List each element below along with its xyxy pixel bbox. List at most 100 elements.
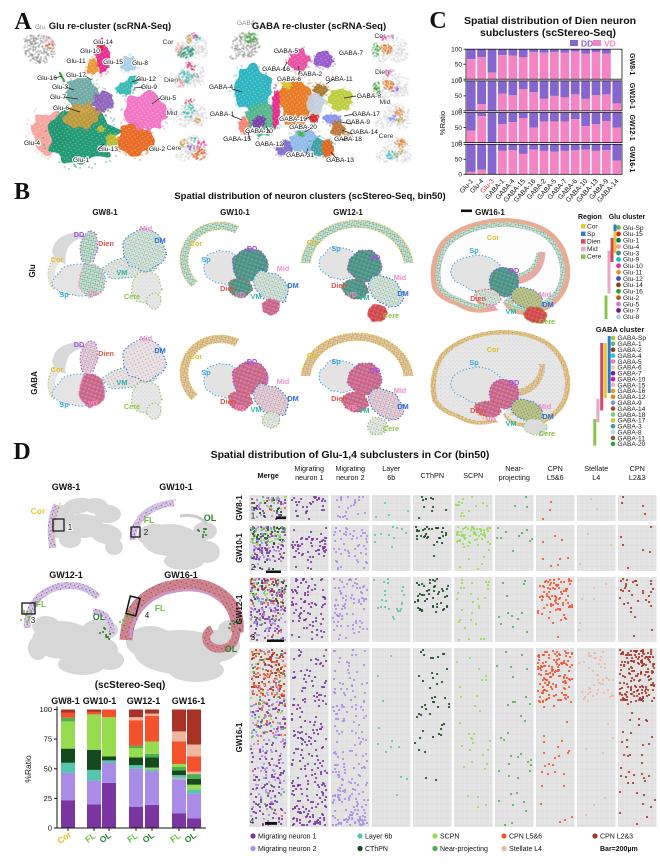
svg-text:Dien: Dien [98,239,114,248]
svg-text:GABA-11: GABA-11 [325,76,353,83]
svg-text:GW10-1: GW10-1 [235,533,244,563]
svg-text:Glu-12: Glu-12 [136,76,156,83]
svg-text:DM: DM [397,402,408,411]
svg-text:GABA-13: GABA-13 [326,157,354,164]
svg-text:GABA-17: GABA-17 [618,418,646,425]
svg-text:0: 0 [458,108,462,115]
svg-text:3: 3 [251,633,256,642]
svg-text:Cor: Cor [51,365,64,374]
svg-text:VD: VD [235,403,245,412]
svg-text:DM: DM [287,281,298,290]
svg-text:Cere: Cere [167,145,182,152]
svg-text:CPN: CPN [630,464,645,473]
svg-text:GW16-1: GW16-1 [628,146,635,172]
svg-text:GABA-6: GABA-6 [618,365,643,372]
svg-text:100: 100 [39,705,52,714]
svg-text:Mid: Mid [277,264,290,273]
svg-text:VD: VD [347,290,357,299]
svg-text:%Ratio: %Ratio [23,755,33,783]
svg-text:GABA-18: GABA-18 [334,136,362,143]
svg-text:Spatial distribution of Dien n: Spatial distribution of Dien neuron [464,15,636,27]
svg-text:DM: DM [287,394,298,403]
svg-text:50: 50 [455,61,463,68]
svg-text:100: 100 [451,142,462,149]
svg-text:Sp: Sp [587,231,595,238]
svg-text:DD: DD [581,39,593,49]
svg-text:GABA-4: GABA-4 [618,353,643,360]
svg-text:Cor: Cor [31,506,46,516]
svg-text:Glu-8: Glu-8 [623,314,639,321]
svg-text:6b: 6b [387,473,395,482]
svg-text:Mid: Mid [587,246,598,253]
svg-text:Cere: Cere [587,254,602,261]
svg-text:Glu-9: Glu-9 [141,84,157,91]
svg-text:DD: DD [247,244,258,253]
svg-text:Glu-6: Glu-6 [53,105,69,112]
svg-text:DM: DM [154,236,165,245]
svg-text:CThPN: CThPN [420,471,444,480]
svg-text:Cere: Cere [539,317,555,326]
svg-text:100: 100 [451,78,462,85]
svg-text:Cor: Cor [51,255,64,264]
svg-text:Cor: Cor [487,345,500,354]
svg-text:(scStereo-Seq): (scStereo-Seq) [95,680,166,691]
svg-text:GW12-1: GW12-1 [127,696,161,706]
svg-text:Glu-7: Glu-7 [623,308,639,315]
svg-text:50: 50 [455,125,463,132]
svg-text:Sp: Sp [469,246,479,255]
svg-text:Cere: Cere [124,402,140,411]
svg-text:Cor: Cor [190,239,203,248]
svg-text:GW16-1: GW16-1 [475,208,505,217]
svg-text:Stellate L4: Stellate L4 [509,846,542,853]
svg-text:2: 2 [144,528,149,537]
svg-text:Glu: Glu [28,264,37,277]
svg-text:SCPN: SCPN [440,834,459,841]
svg-text:DM: DM [542,300,553,309]
svg-text:DD: DD [247,357,258,366]
svg-text:Near-projecting: Near-projecting [440,846,488,853]
svg-text:GW10-1: GW10-1 [83,696,117,706]
svg-text:25: 25 [44,794,52,803]
svg-text:100: 100 [451,110,462,117]
svg-text:GW8-1: GW8-1 [628,53,635,75]
svg-text:Sp: Sp [469,358,479,367]
svg-text:0: 0 [48,824,52,833]
svg-text:VM: VM [117,268,128,277]
svg-text:Glu-7: Glu-7 [50,94,66,101]
svg-text:FL: FL [125,830,139,844]
svg-text:FL: FL [36,599,46,609]
svg-text:VD: VD [347,403,357,412]
svg-text:1: 1 [68,523,73,532]
svg-text:Cor: Cor [307,238,320,247]
svg-text:GW16-1: GW16-1 [164,570,198,580]
svg-text:GW12-1: GW12-1 [235,594,244,624]
svg-text:1: 1 [251,512,256,521]
svg-text:Glu-10: Glu-10 [80,48,100,55]
svg-text:A: A [14,9,32,35]
svg-text:Glu-14: Glu-14 [623,282,643,289]
svg-text:Dien: Dien [220,284,236,293]
svg-text:50: 50 [455,93,463,100]
svg-text:VM: VM [117,378,128,387]
svg-text:Glu-1: Glu-1 [73,157,89,164]
svg-text:L5&6: L5&6 [547,473,564,482]
svg-text:Migrating neuron 1: Migrating neuron 1 [258,834,316,841]
svg-text:4: 4 [250,817,255,826]
svg-text:Glu-4: Glu-4 [623,244,639,251]
svg-text:Mid: Mid [140,224,153,233]
svg-text:GABA-20: GABA-20 [618,441,646,448]
svg-text:Stellate: Stellate [584,464,608,473]
svg-text:GW8-1: GW8-1 [235,495,244,521]
svg-text:VM: VM [251,405,262,414]
svg-text:50: 50 [455,157,463,164]
svg-text:Mid: Mid [277,377,290,386]
svg-text:projecting: projecting [499,473,530,482]
svg-text:Glu-9: Glu-9 [623,257,639,264]
svg-text:Glu-4: Glu-4 [24,140,40,147]
svg-text:Dien: Dien [470,294,486,303]
svg-text:GABA-3: GABA-3 [618,424,643,431]
svg-text:CThPN: CThPN [365,846,388,853]
svg-text:GW8-1: GW8-1 [92,208,118,217]
svg-text:Mid: Mid [539,290,552,299]
svg-text:DD: DD [509,266,520,275]
